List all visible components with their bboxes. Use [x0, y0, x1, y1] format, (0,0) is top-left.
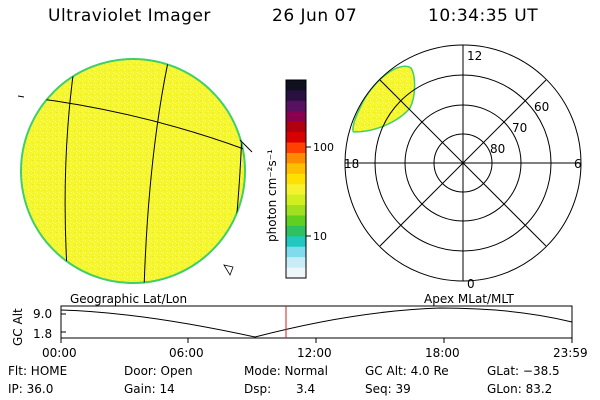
colorbar-stripe — [286, 267, 306, 279]
longitude-line — [143, 61, 169, 283]
earth-disk-image — [20, 58, 246, 284]
longitude-line — [64, 67, 75, 283]
colorbar-stripe — [286, 246, 306, 258]
latitude-line — [21, 95, 245, 153]
colorbar-stripe — [286, 152, 306, 164]
mode-status: Mode: Normal — [244, 364, 328, 378]
polar-plot — [344, 44, 582, 282]
colorbar-stripe — [286, 142, 306, 154]
colorbar-stripe — [286, 132, 306, 144]
colorbar-unit-label: photon cm⁻²s⁻¹ — [265, 149, 279, 242]
polar-label-bottom: 0 — [467, 277, 475, 291]
colorbar-stripe — [286, 225, 306, 237]
altitude-ytick-top: 9.0 — [33, 307, 52, 321]
xtick-label: 12:00 — [297, 346, 332, 360]
left-panel-caption: Geographic Lat/Lon — [70, 292, 188, 306]
polar-lat-label: 70 — [512, 121, 527, 135]
dsp-value: 3.4 — [296, 382, 316, 396]
polar-label-top: 12 — [467, 49, 482, 63]
ip-status: IP: 36.0 — [8, 382, 54, 396]
glat-status: GLat: −38.5 — [487, 364, 560, 378]
date-label: 26 Jun 07 — [272, 6, 358, 26]
seq-status: Seq: 39 — [365, 382, 411, 396]
xtick-label: 18:00 — [425, 346, 460, 360]
gain-status: Gain: 14 — [124, 382, 175, 396]
colorbar-stripe — [286, 163, 306, 175]
sun-direction-icon — [223, 264, 234, 276]
colorbar-tick-low: 10 — [313, 230, 327, 243]
colorbar-stripe — [286, 194, 306, 206]
colorbar-stripe — [286, 173, 306, 185]
geographic-disk — [17, 58, 253, 284]
colorbar-stripe — [286, 80, 306, 91]
altitude-ytick-bottom: 1.8 — [33, 327, 52, 341]
colorbar-stripe — [286, 121, 306, 133]
polar-axis-diagonal — [379, 79, 547, 247]
right-panel-caption: Apex MLat/MLT — [424, 292, 514, 306]
colorbar-stripe — [286, 100, 306, 112]
altitude-ylabel: GC Alt — [11, 308, 25, 346]
polar-label-right: 6 — [574, 157, 582, 171]
colorbar-stripe — [286, 111, 306, 123]
dsp-label: Dsp: — [244, 382, 272, 396]
instrument-title: Ultraviolet Imager — [48, 6, 211, 26]
colorbar-tick-high: 100 — [313, 141, 334, 154]
colorbar: 100 10 photon cm⁻²s⁻¹ — [265, 79, 334, 279]
colorbar-stripe — [286, 215, 306, 227]
colorbar-stripe — [286, 205, 306, 216]
polar-lat-label: 80 — [490, 142, 505, 156]
altitude-curve — [60, 307, 573, 338]
colorbar-stripe — [286, 184, 306, 196]
altitude-plot: GC Alt 9.0 1.8 — [11, 305, 573, 346]
filter-status: Flt: HOME — [8, 364, 68, 378]
gc-alt-status: GC Alt: 4.0 Re — [365, 364, 449, 378]
colorbar-stripe — [286, 257, 306, 269]
time-label: 10:34:35 UT — [428, 6, 539, 26]
glon-status: GLon: 83.2 — [487, 382, 553, 396]
colorbar-stripe — [286, 90, 306, 102]
xtick-label: 23:59 — [553, 346, 588, 360]
colorbar-stripe — [286, 236, 306, 248]
polar-label-left: 18 — [344, 157, 359, 171]
xtick-label: 06:00 — [169, 346, 204, 360]
xtick-label: 00:00 — [42, 346, 77, 360]
polar-lat-label: 60 — [534, 100, 549, 114]
door-status: Door: Open — [124, 364, 193, 378]
